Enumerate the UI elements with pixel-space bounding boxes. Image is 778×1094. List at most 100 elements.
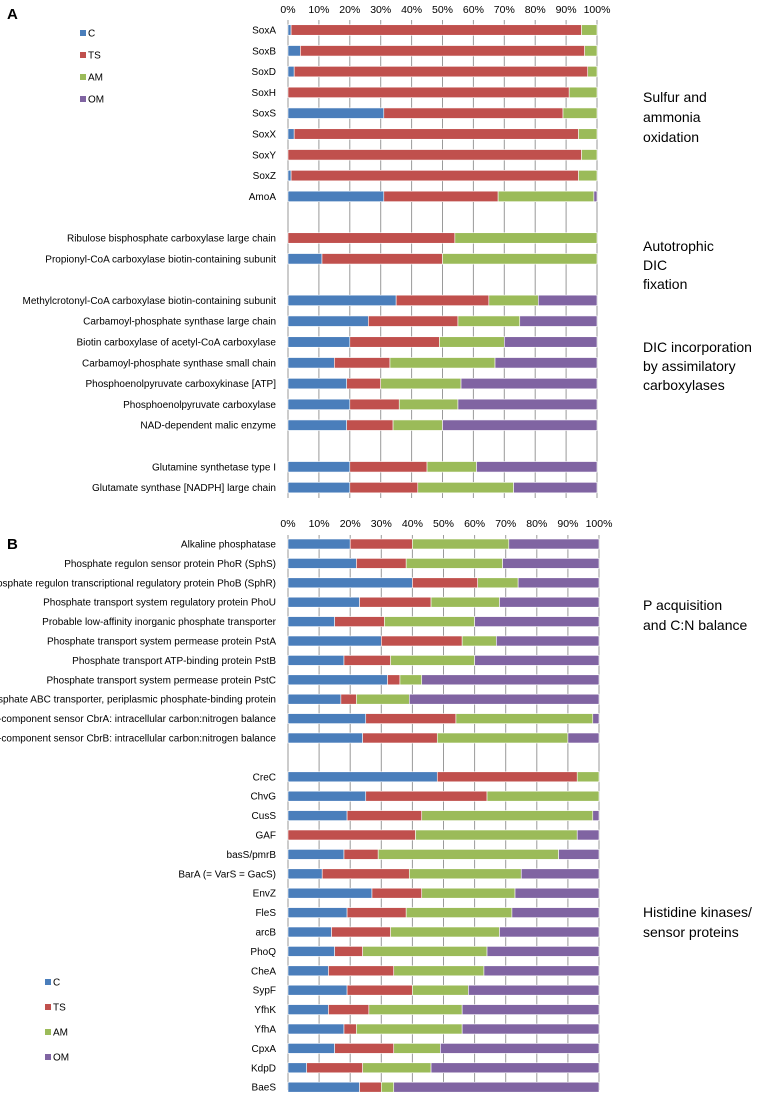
category-label: Glutamine synthetase type I bbox=[152, 462, 276, 473]
bar-c-soxs bbox=[287, 107, 385, 119]
bar-om-phosphate-transport-system-regulatory-protein-phou bbox=[499, 596, 600, 608]
category-label: basS/pmrB bbox=[227, 850, 277, 861]
bar-c-crec bbox=[287, 771, 438, 783]
group-label-line: DIC bbox=[643, 257, 667, 273]
bar-am-yfha bbox=[356, 1023, 463, 1035]
bar-am-soxs bbox=[562, 107, 598, 119]
bar-c-phoq bbox=[287, 946, 335, 957]
bar-am-carbamoyl-phosphate-synthase-small-chain bbox=[389, 357, 496, 369]
bar-om-phosphate-transport-system-permease-protein-psta bbox=[496, 635, 600, 647]
legend-label-ts: TS bbox=[88, 51, 101, 62]
bar-c-baes bbox=[287, 1081, 360, 1093]
bar-c-two-component-sensor-cbrb-intracellular-carbon-nitrogen-balance bbox=[287, 732, 363, 744]
bar-om-phosphate-transport-atp-binding-protein-pstb bbox=[474, 655, 600, 666]
bar-c-yfha bbox=[287, 1023, 345, 1035]
bar-ts-phoq bbox=[334, 946, 363, 957]
bar-am-soxh bbox=[568, 86, 598, 98]
group-label-line: sensor proteins bbox=[643, 924, 739, 940]
bar-c-phosphate-transport-system-permease-protein-psta bbox=[287, 635, 382, 647]
x-tick-label: 100% bbox=[584, 4, 611, 16]
category-label: CpxA bbox=[252, 1044, 277, 1055]
category-label: SoxY bbox=[252, 150, 276, 161]
bar-ts-amoa bbox=[383, 190, 499, 202]
category-label: AmoA bbox=[249, 192, 277, 203]
bar-ts-gaf bbox=[287, 829, 416, 841]
bar-ts-phosphoenolpyruvate-carboxylase bbox=[349, 398, 400, 410]
bar-am-soxd bbox=[587, 66, 598, 78]
bar-c-phosphoenolpyruvate-carboxylase bbox=[287, 398, 351, 410]
bar-c-soxb bbox=[287, 45, 301, 57]
bar-ts-kdpd bbox=[306, 1062, 363, 1074]
bar-ts-yfha bbox=[343, 1023, 357, 1035]
bar-ts-phosphate-transport-system-regulatory-protein-phou bbox=[359, 596, 432, 608]
bar-om-phosphate-regulon-sensor-protein-phor-sphs bbox=[502, 558, 600, 569]
bar-c-phosphate-transport-system-regulatory-protein-phou bbox=[287, 596, 360, 608]
x-tick-label: 60% bbox=[463, 4, 484, 16]
bar-am-two-component-sensor-cbrb-intracellular-carbon-nitrogen-balance bbox=[436, 732, 569, 744]
legend-label-c: C bbox=[53, 978, 60, 989]
bar-ts-biotin-carboxylase-of-acetyl-coa-carboxylase bbox=[349, 336, 440, 348]
panel-label: A bbox=[7, 6, 18, 23]
bar-c-propionyl-coa-carboxylase-biotin-containing-subunit bbox=[287, 253, 323, 265]
x-tick-label: 40% bbox=[402, 518, 423, 530]
bar-am-fles bbox=[405, 907, 513, 918]
bar-om-phosphate-regulon-transcriptional-regulatory-protein-phob-sphr bbox=[517, 577, 600, 589]
category-label: Biotin carboxylase of acetyl-CoA carboxy… bbox=[76, 338, 276, 349]
bar-om-two-component-sensor-cbra-intracellular-carbon-nitrogen-balance bbox=[592, 713, 600, 724]
bar-am-nad-dependent-malic-enzyme bbox=[392, 419, 443, 431]
bar-om-cuss bbox=[592, 810, 600, 821]
x-tick-label: 60% bbox=[464, 518, 485, 530]
category-label: CusS bbox=[252, 811, 277, 822]
bar-ts-cuss bbox=[346, 810, 423, 821]
category-label: YfhA bbox=[254, 1025, 276, 1036]
bar-am-propionyl-coa-carboxylase-biotin-containing-subunit bbox=[442, 253, 598, 265]
bar-c-cpxa bbox=[287, 1043, 335, 1054]
bar-am-soxb bbox=[584, 45, 598, 57]
bar-ts-phosphate-regulon-sensor-protein-phor-sphs bbox=[356, 558, 407, 569]
bar-am-soxy bbox=[581, 149, 598, 161]
bar-om-phoq bbox=[486, 946, 600, 957]
bar-om-yfha bbox=[461, 1023, 600, 1035]
bar-om-phosphoenolpyruvate-carboxylase bbox=[457, 398, 598, 410]
bar-c-carbamoyl-phosphate-synthase-large-chain bbox=[287, 315, 369, 327]
bar-ts-sypf bbox=[346, 984, 413, 996]
bar-ts-soxz bbox=[290, 170, 579, 182]
bar-am-phosphate-transport-system-regulatory-protein-phou bbox=[430, 596, 500, 608]
x-tick-label: 50% bbox=[432, 4, 453, 16]
bar-c-methylcrotonyl-coa-carboxylase-biotin-containing-subunit bbox=[287, 294, 397, 306]
category-label: ChvG bbox=[250, 792, 276, 803]
bar-ts-soxd bbox=[293, 66, 589, 78]
category-label: PhoQ bbox=[250, 947, 276, 958]
category-label: Carbamoyl-phosphate synthase small chain bbox=[82, 358, 276, 369]
x-tick-label: 10% bbox=[308, 4, 329, 16]
bar-c-amoa bbox=[287, 190, 385, 202]
bar-ts-two-component-sensor-cbra-intracellular-carbon-nitrogen-balance bbox=[365, 713, 457, 724]
bar-c-probable-low-affinity-inorganic-phosphate-transporter bbox=[287, 616, 335, 627]
bar-c-phosphate-transport-system-permease-protein-pstc bbox=[287, 674, 388, 686]
category-label: SoxB bbox=[252, 46, 276, 57]
bar-ts-phosphoenolpyruvate-carboxykinase-atp bbox=[346, 378, 381, 390]
bar-om-gaf bbox=[576, 829, 600, 841]
bar-ts-phosphate-regulon-transcriptional-regulatory-protein-phob-sphr bbox=[412, 577, 479, 589]
bar-c-chvg bbox=[287, 790, 367, 802]
x-tick-label: 40% bbox=[401, 4, 422, 16]
group-label-line: Histidine kinases/ bbox=[643, 904, 752, 920]
category-label: KdpD bbox=[251, 1063, 276, 1074]
bar-ts-two-component-sensor-cbrb-intracellular-carbon-nitrogen-balance bbox=[362, 732, 438, 744]
bar-ts-methylcrotonyl-coa-carboxylase-biotin-containing-subunit bbox=[395, 294, 490, 306]
bar-am-chea bbox=[393, 965, 485, 977]
bar-am-glutamine-synthetase-type-i bbox=[426, 461, 477, 473]
bar-om-phosphoenolpyruvate-carboxykinase-atp bbox=[460, 378, 598, 390]
category-label: CheA bbox=[251, 966, 276, 977]
legend-swatch-c bbox=[80, 30, 86, 36]
legend-label-om: OM bbox=[53, 1053, 69, 1064]
category-label: SypF bbox=[253, 986, 276, 997]
category-label: Glutamate synthase [NADPH] large chain bbox=[92, 483, 276, 494]
bar-ts-bass-pmrb bbox=[343, 849, 379, 860]
x-tick-label: 30% bbox=[371, 518, 392, 530]
legend-swatch-om bbox=[45, 1054, 51, 1060]
x-tick-label: 50% bbox=[433, 518, 454, 530]
bar-am-phosphoenolpyruvate-carboxykinase-atp bbox=[380, 378, 462, 390]
category-label: Phosphoenolpyruvate carboxykinase [ATP] bbox=[86, 379, 277, 390]
category-label: Alkaline phosphatase bbox=[181, 540, 277, 551]
